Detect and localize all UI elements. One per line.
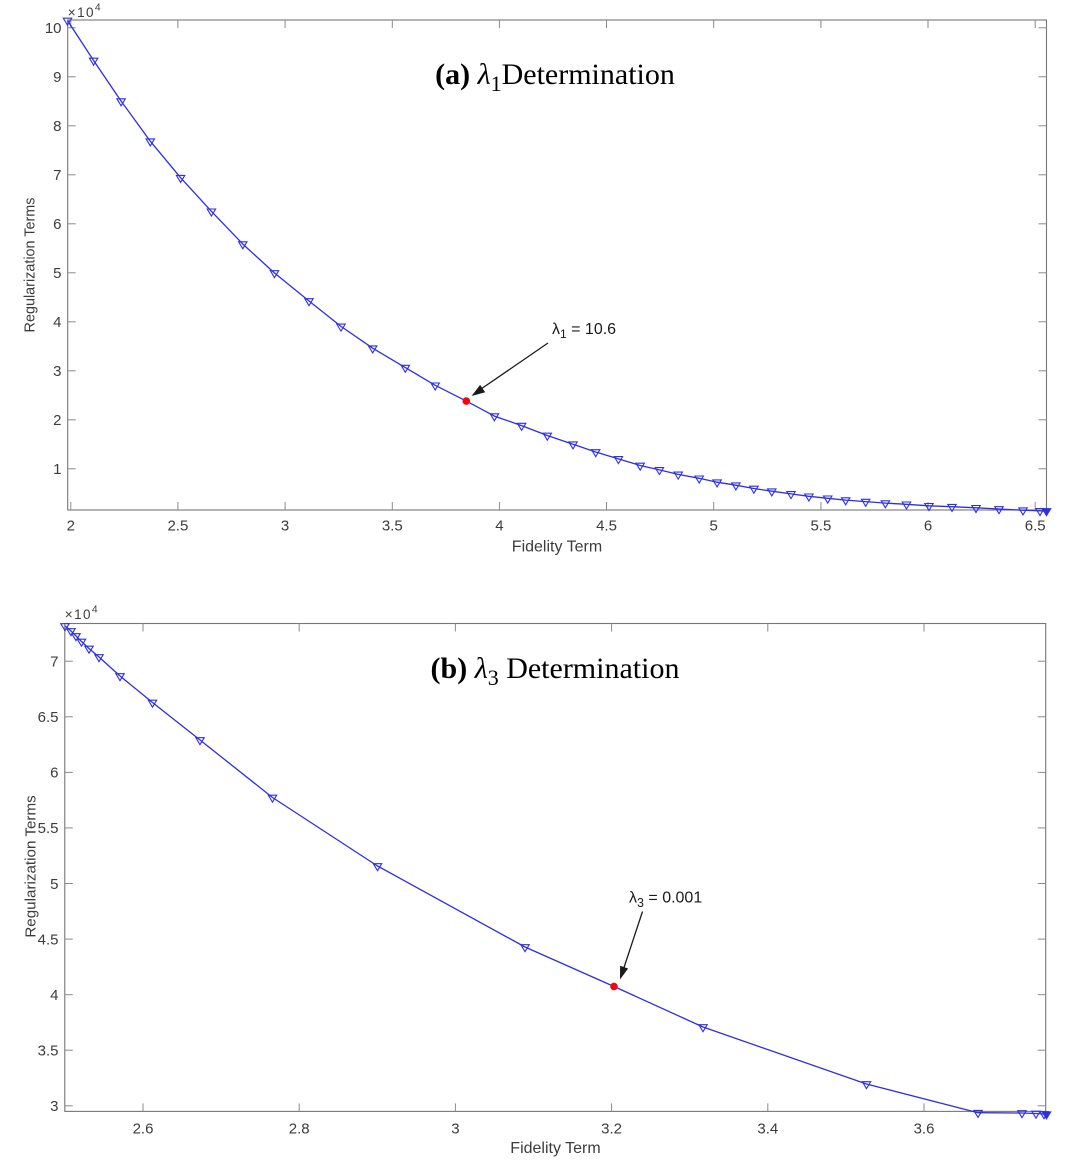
svg-text:6.5: 6.5 (1025, 518, 1046, 535)
svg-text:λ1 = 10.6: λ1 = 10.6 (552, 321, 616, 341)
svg-text:10: 10 (45, 20, 62, 37)
svg-text:2.8: 2.8 (289, 1121, 310, 1138)
svg-text:6: 6 (50, 765, 58, 782)
svg-text:5: 5 (710, 518, 718, 535)
svg-text:3: 3 (281, 518, 289, 535)
svg-text:6: 6 (924, 518, 932, 535)
svg-text:3.5: 3.5 (38, 1043, 59, 1060)
svg-text:1: 1 (53, 461, 61, 478)
svg-text:3.6: 3.6 (914, 1121, 935, 1138)
svg-text:λ3 = 0.001: λ3 = 0.001 (629, 890, 702, 911)
svg-text:(b) λ3 Determination: (b) λ3 Determination (431, 652, 680, 690)
svg-text:4: 4 (495, 518, 503, 535)
svg-text:Fidelity Term: Fidelity Term (510, 1140, 600, 1157)
svg-text:4.5: 4.5 (38, 931, 59, 948)
svg-text:3.2: 3.2 (601, 1121, 622, 1138)
svg-text:3.5: 3.5 (382, 518, 403, 535)
svg-text:6: 6 (53, 216, 61, 233)
svg-text:×104: ×104 (68, 3, 102, 21)
svg-text:5.5: 5.5 (38, 820, 59, 837)
svg-text:2.5: 2.5 (167, 518, 188, 535)
svg-text:7: 7 (53, 167, 61, 184)
svg-text:5: 5 (53, 265, 61, 282)
svg-text:3: 3 (451, 1121, 459, 1138)
svg-text:3: 3 (50, 1098, 58, 1115)
svg-text:4: 4 (50, 987, 58, 1004)
svg-text:Fidelity Term: Fidelity Term (512, 539, 602, 556)
svg-text:3: 3 (53, 363, 61, 380)
svg-text:×104: ×104 (65, 605, 99, 623)
svg-text:8: 8 (53, 118, 61, 135)
svg-text:3.4: 3.4 (757, 1121, 778, 1138)
svg-text:7: 7 (50, 654, 58, 671)
svg-text:2: 2 (67, 518, 75, 535)
svg-text:(a) λ1Determination: (a) λ1Determination (435, 58, 675, 96)
svg-text:Regularization Terms: Regularization Terms (23, 198, 39, 333)
svg-text:2.6: 2.6 (133, 1121, 154, 1138)
svg-text:9: 9 (53, 69, 61, 86)
svg-text:4.5: 4.5 (596, 518, 617, 535)
svg-text:Regularization Terms: Regularization Terms (22, 795, 39, 938)
svg-text:5: 5 (50, 876, 58, 893)
svg-text:5.5: 5.5 (810, 518, 831, 535)
svg-text:2: 2 (53, 412, 61, 429)
svg-text:4: 4 (53, 314, 61, 331)
svg-text:6.5: 6.5 (38, 709, 59, 726)
